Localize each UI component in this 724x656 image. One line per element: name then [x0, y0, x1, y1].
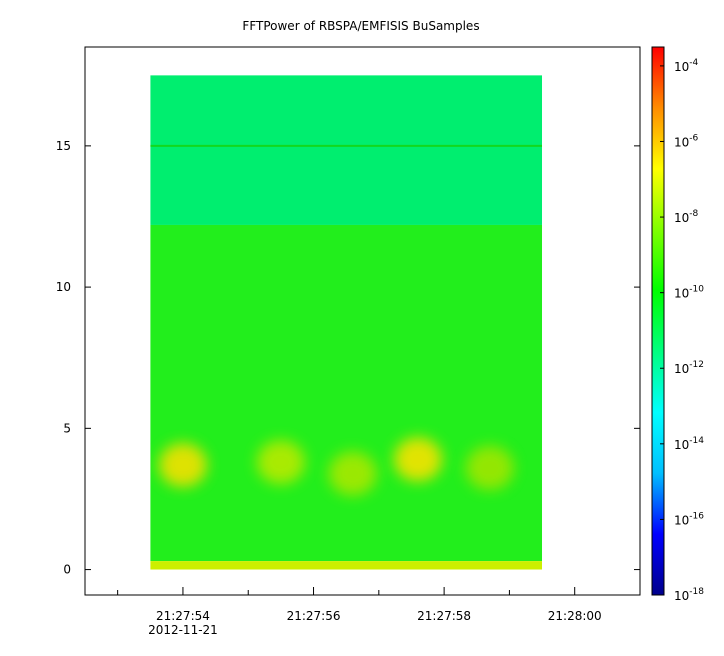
y-tick-label-3: 15 — [56, 139, 71, 153]
colorbar-tick-label-1: 10-6 — [674, 133, 699, 149]
y-axis: 0 5 10 15 — [56, 139, 640, 577]
spectrogram-band-1 — [150, 75, 543, 225]
colorbar-tick-label-0: 10-4 — [674, 58, 699, 74]
plot-area — [150, 75, 543, 570]
spectrogram-hotspot-4 — [394, 437, 442, 482]
chart-title: FFTPower of RBSPA/EMFISIS BuSamples — [242, 19, 479, 33]
colorbar — [651, 46, 665, 596]
colorbar-axis: 10-4 10-6 10-8 10-10 10-12 10-14 10-16 10-18 — [660, 58, 704, 603]
spectrogram-hotspot-1 — [158, 443, 207, 488]
spectrogram-hotspot-2 — [256, 440, 305, 485]
y-tick-label-2: 10 — [56, 280, 71, 294]
spectrogram-hotspot-3 — [328, 451, 377, 496]
colorbar-tick-label-4: 10-12 — [674, 360, 704, 376]
colorbar-tick-label-3: 10-10 — [674, 285, 704, 301]
x-tick-sublabel-0: 2012-11-21 — [148, 623, 218, 637]
y-tick-label-0: 0 — [63, 563, 71, 577]
plot-frame — [84, 46, 641, 596]
colorbar-tick-label-2: 10-8 — [674, 209, 699, 225]
spectrogram-hotspot-5 — [465, 445, 514, 490]
x-tick-label-0: 21:27:54 — [156, 609, 210, 623]
spectrogram-band-3 — [150, 561, 543, 570]
colorbar-tick-label-7: 10-18 — [674, 587, 704, 603]
x-tick-label-1: 21:27:56 — [287, 609, 341, 623]
colorbar-tick-label-6: 10-16 — [674, 511, 704, 527]
colorbar-tick-label-5: 10-14 — [674, 436, 704, 452]
x-tick-label-3: 21:28:00 — [548, 609, 602, 623]
x-tick-label-2: 21:27:58 — [417, 609, 471, 623]
y-tick-label-1: 5 — [63, 421, 71, 435]
spectrogram-band-2 — [150, 224, 543, 562]
